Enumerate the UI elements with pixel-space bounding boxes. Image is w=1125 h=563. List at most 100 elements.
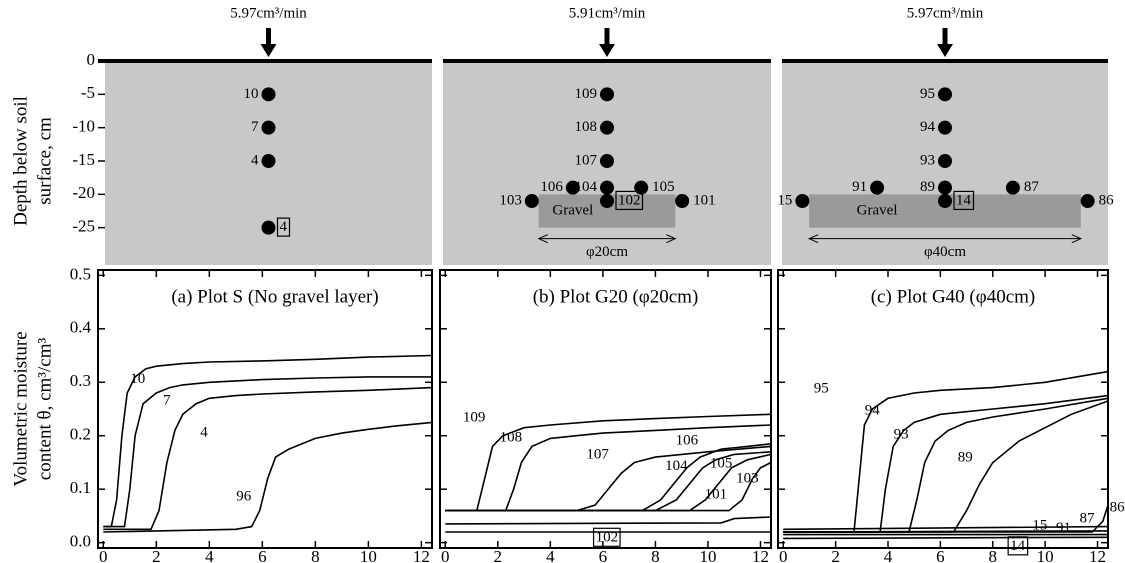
y-tick-label: -20 bbox=[72, 183, 95, 202]
width-arrow-head bbox=[537, 234, 548, 244]
curve-label: 108 bbox=[500, 429, 523, 445]
sensor-label: 7 bbox=[251, 119, 259, 135]
inflow-rate: 5.97cm³/min bbox=[907, 5, 984, 21]
curve-label: 103 bbox=[736, 470, 759, 486]
y-tick-label: -25 bbox=[72, 217, 95, 236]
moisture-curve bbox=[103, 376, 432, 528]
sensor-label: 15 bbox=[777, 192, 792, 208]
x-tick-label: 10 bbox=[699, 547, 716, 563]
curve-label-box bbox=[1007, 536, 1029, 556]
curve-label: 106 bbox=[676, 433, 699, 449]
sensor bbox=[600, 154, 614, 168]
y-tick-label: 0.3 bbox=[70, 371, 91, 390]
x-tick-label: 8 bbox=[311, 547, 320, 563]
y-tick-label: 0 bbox=[87, 50, 96, 69]
inflow-arrow-head bbox=[260, 44, 277, 57]
curve-label: 94 bbox=[865, 403, 881, 419]
moisture-curve bbox=[103, 386, 433, 531]
x-tick-label: 6 bbox=[599, 547, 608, 563]
curve-label: 96 bbox=[236, 489, 252, 505]
curve-label: 95 bbox=[814, 381, 829, 397]
sensor-label: 14 bbox=[956, 192, 972, 208]
curve-label: 89 bbox=[958, 450, 973, 466]
moisture-curve bbox=[445, 413, 772, 512]
inflow-arrow-head bbox=[937, 44, 953, 57]
moisture-curve bbox=[783, 530, 1109, 533]
moisture-curve bbox=[445, 445, 772, 512]
sensor bbox=[938, 180, 952, 195]
sensor-label: 87 bbox=[1024, 179, 1040, 195]
sensor bbox=[600, 87, 614, 102]
x-tick-label: 4 bbox=[546, 547, 555, 563]
curve-label: 93 bbox=[894, 427, 909, 443]
sensor bbox=[261, 120, 276, 135]
sensor-label: 102 bbox=[618, 192, 641, 208]
gravel-label: Gravel bbox=[857, 202, 898, 218]
sensor bbox=[1080, 194, 1095, 208]
x-tick-label: 4 bbox=[205, 547, 214, 563]
curve-label: 107 bbox=[586, 446, 609, 462]
x-tick-label: 10 bbox=[360, 547, 377, 563]
sensor bbox=[938, 154, 952, 168]
moisture-curve bbox=[445, 516, 772, 525]
moisture-curve bbox=[445, 451, 772, 512]
sensor bbox=[870, 180, 885, 195]
sensor bbox=[675, 194, 690, 208]
moisture-curve bbox=[783, 397, 1109, 533]
x-tick-label: 12 bbox=[752, 547, 769, 563]
y-tick-label: -15 bbox=[72, 150, 95, 169]
x-tick-label: 0 bbox=[99, 547, 108, 563]
curve-label: 101 bbox=[705, 487, 728, 503]
width-arrow-head bbox=[666, 234, 677, 244]
x-tick-label: 8 bbox=[989, 547, 998, 563]
sensor bbox=[261, 154, 276, 168]
curve-label: 86 bbox=[1110, 499, 1125, 515]
sensor bbox=[565, 180, 580, 195]
y-axis-label: surface, cm bbox=[34, 117, 55, 205]
sensor-label: 91 bbox=[852, 179, 867, 195]
sensor-label: 94 bbox=[920, 119, 936, 135]
width-arrow-head bbox=[1071, 234, 1083, 244]
sensor-label-box bbox=[953, 190, 975, 211]
curve-label: 14 bbox=[1010, 538, 1026, 554]
moisture-curve bbox=[783, 400, 1109, 533]
sensor bbox=[261, 87, 276, 102]
gravel-width: φ40cm bbox=[924, 244, 966, 260]
x-tick-label: 8 bbox=[651, 547, 660, 563]
sensor-label: 4 bbox=[280, 219, 288, 235]
sensor bbox=[938, 120, 952, 135]
curve-label: 10 bbox=[130, 371, 145, 387]
sensor bbox=[600, 194, 614, 208]
chart-title: (b) Plot G20 (φ20cm) bbox=[533, 286, 699, 307]
y-axis-label: Depth below soil bbox=[10, 96, 31, 226]
curve-label: 87 bbox=[1080, 511, 1096, 527]
sensor-label: 93 bbox=[920, 152, 935, 168]
sensor-label-box bbox=[276, 217, 291, 237]
gravel-label: Gravel bbox=[552, 202, 593, 218]
curve-label: 4 bbox=[200, 424, 208, 440]
x-tick-label: 2 bbox=[831, 547, 840, 563]
chart-title: (a) Plot S (No gravel layer) bbox=[171, 286, 378, 307]
inflow-rate: 5.97cm³/min bbox=[230, 5, 307, 21]
y-axis-label: content θ, cm³/cm³ bbox=[34, 338, 55, 481]
x-tick-label: 0 bbox=[779, 547, 788, 563]
sensor-label: 95 bbox=[920, 86, 935, 102]
sensor bbox=[795, 194, 810, 208]
plot-frame bbox=[439, 269, 772, 549]
x-tick-label: 4 bbox=[884, 547, 893, 563]
moisture-curve bbox=[783, 394, 1109, 533]
chart-title: (c) Plot G40 (φ40cm) bbox=[871, 286, 1036, 307]
sensor-label: 104 bbox=[575, 179, 598, 195]
sensor-label: 10 bbox=[244, 86, 259, 102]
plot-frame bbox=[777, 269, 1109, 549]
moisture-curve bbox=[445, 461, 772, 512]
moisture-curve bbox=[103, 421, 433, 533]
curve-label: 105 bbox=[710, 456, 733, 472]
sensor bbox=[938, 87, 952, 102]
y-tick-label: 0.5 bbox=[70, 264, 91, 283]
sensor-label: 105 bbox=[652, 179, 675, 195]
sensor bbox=[600, 180, 614, 195]
sensor-label-box bbox=[615, 190, 644, 211]
